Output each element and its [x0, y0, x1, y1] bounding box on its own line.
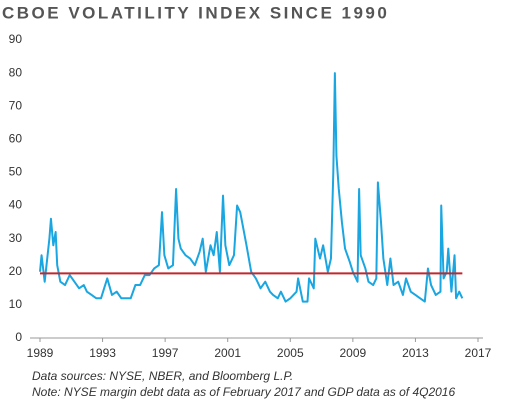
x-tick-label: 2009 — [340, 346, 367, 360]
y-tick-label: 50 — [9, 165, 23, 179]
y-tick-label: 10 — [9, 297, 23, 311]
x-tick-label: 2017 — [465, 346, 492, 360]
x-tick-label: 1997 — [152, 346, 179, 360]
y-tick-label: 70 — [9, 98, 23, 112]
x-tick-label: 1989 — [27, 346, 54, 360]
x-tick-label: 2001 — [214, 346, 241, 360]
y-tick-label: 60 — [9, 132, 23, 146]
chart-title: CBOE VOLATILITY INDEX SINCE 1990 — [2, 3, 389, 22]
x-tick-label: 1993 — [89, 346, 116, 360]
y-tick-label: 90 — [9, 32, 23, 46]
note: Note: NYSE margin debt data as of Februa… — [32, 385, 455, 399]
y-tick-label: 0 — [15, 330, 22, 344]
x-tick-label: 2013 — [402, 346, 429, 360]
y-tick-label: 80 — [9, 65, 23, 79]
line-series — [39, 72, 464, 303]
source-note: Data sources: NYSE, NBER, and Bloomberg … — [32, 369, 293, 383]
y-tick-label: 20 — [9, 264, 23, 278]
x-tick-label: 2005 — [277, 346, 304, 360]
y-tick-label: 40 — [9, 198, 23, 212]
y-tick-label: 30 — [9, 231, 23, 245]
